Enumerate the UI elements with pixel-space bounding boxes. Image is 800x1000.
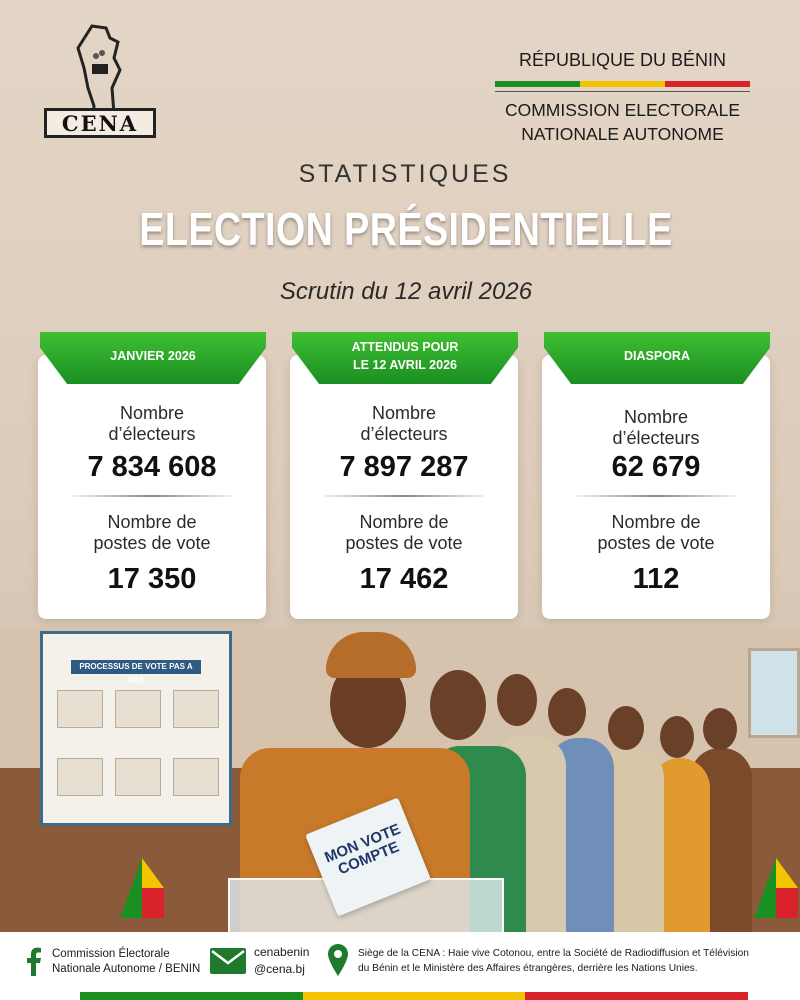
stations-label-line-1: Nombre de bbox=[359, 512, 449, 532]
stat-card-january: Nombre d’électeurs 7 834 608 Nombre de p… bbox=[38, 355, 266, 619]
voter-head bbox=[608, 706, 644, 750]
stat-card-diaspora: Nombre d’électeurs 62 679 Nombre de post… bbox=[542, 355, 770, 619]
voters-label: Nombre d’électeurs bbox=[542, 407, 770, 449]
facebook-icon[interactable] bbox=[26, 946, 42, 976]
voters-label: Nombre d’électeurs bbox=[290, 403, 518, 445]
poster-title: PROCESSUS DE VOTE PAS A PAS bbox=[71, 660, 201, 685]
window bbox=[748, 648, 800, 738]
benin-flag-stripe bbox=[495, 81, 750, 87]
voters-label-line-1: Nombre bbox=[371, 403, 437, 423]
footer: Commission Électorale Nationale Autonome… bbox=[0, 932, 800, 1000]
stations-label: Nombre de postes de vote bbox=[542, 512, 770, 554]
voting-photo: PROCESSUS DE VOTE PAS A PAS MON VOTE COM… bbox=[0, 628, 800, 940]
poster-step bbox=[57, 758, 103, 796]
page-subtitle: Scrutin du 12 avril 2026 bbox=[279, 278, 533, 305]
address-text: Siège de la CENA : Haie vive Cotonou, en… bbox=[358, 946, 798, 976]
stations-value: 112 bbox=[632, 563, 680, 595]
location-pin-icon[interactable] bbox=[328, 944, 348, 976]
voters-label-line-2: d’électeurs bbox=[108, 424, 196, 444]
facebook-label[interactable]: Commission Électorale Nationale Autonome… bbox=[52, 947, 200, 977]
commission-line-2: NATIONALE AUTONOME bbox=[521, 124, 724, 144]
card-divider bbox=[576, 495, 736, 497]
mail-icon[interactable] bbox=[210, 948, 246, 974]
stations-label-line-2: postes de vote bbox=[345, 533, 463, 553]
commission-line-1: COMMISSION ELECTORALE bbox=[504, 100, 740, 120]
address-line-2: du Bénin et le Ministère des Affaires ét… bbox=[358, 963, 698, 974]
section-title: STATISTIQUES bbox=[298, 160, 512, 188]
stat-card-expected: Nombre d’électeurs 7 897 287 Nombre de p… bbox=[290, 355, 518, 619]
stations-label-line-1: Nombre de bbox=[611, 512, 701, 532]
stations-value: 17 462 bbox=[359, 563, 449, 595]
facebook-label-line-1: Commission Électorale bbox=[52, 948, 170, 960]
cena-logo-emblem bbox=[76, 24, 122, 130]
card-divider bbox=[72, 495, 232, 497]
card-divider bbox=[324, 495, 484, 497]
stations-label: Nombre de postes de vote bbox=[38, 512, 266, 554]
voter-head bbox=[430, 670, 486, 740]
voters-value: 7 834 608 bbox=[87, 451, 217, 483]
email-label-line-1: cenabenin bbox=[254, 945, 310, 959]
benin-flag-small bbox=[754, 858, 798, 918]
voters-label-line-1: Nombre bbox=[119, 403, 185, 423]
card-tab-expected: ATTENDUS POUR LE 12 AVRIL 2026 bbox=[292, 332, 518, 384]
voter-head bbox=[660, 716, 694, 758]
head-wrap bbox=[326, 632, 416, 678]
republic-name: RÉPUBLIQUE DU BÉNIN bbox=[518, 50, 727, 70]
page-title: ELECTION PRÉSIDENTIELLE bbox=[139, 203, 673, 255]
commission-name: COMMISSION ELECTORALE NATIONALE AUTONOME bbox=[490, 98, 755, 146]
poster-step bbox=[115, 758, 161, 796]
ballot-text: MON VOTE COMPTE bbox=[322, 821, 409, 882]
voters-label-line-2: d’électeurs bbox=[612, 428, 700, 448]
stations-label: Nombre de postes de vote bbox=[290, 512, 518, 554]
stations-label-line-1: Nombre de bbox=[107, 512, 197, 532]
voters-value: 62 679 bbox=[611, 451, 701, 483]
facebook-label-line-2: Nationale Autonome / BENIN bbox=[52, 963, 201, 975]
poster-step bbox=[57, 690, 103, 728]
cena-logo-text: CENA bbox=[44, 108, 156, 138]
card-tab-january: JANVIER 2026 bbox=[40, 332, 266, 384]
email-label[interactable]: cenabenin @cena.bj bbox=[254, 944, 309, 978]
poster-step bbox=[115, 690, 161, 728]
stations-label-line-2: postes de vote bbox=[597, 533, 715, 553]
voters-value: 7 897 287 bbox=[339, 451, 469, 483]
voters-label-line-2: d’électeurs bbox=[360, 424, 448, 444]
voters-label-line-1: Nombre bbox=[623, 407, 689, 427]
stations-value: 17 350 bbox=[107, 563, 197, 595]
card-tab-line-1: ATTENDUS POUR bbox=[351, 340, 459, 354]
voter-head bbox=[703, 708, 737, 750]
card-tab-diaspora: DIASPORA bbox=[544, 332, 770, 384]
voter-head bbox=[497, 674, 537, 726]
address-line-1: Siège de la CENA : Haie vive Cotonou, en… bbox=[358, 948, 749, 959]
email-label-line-2: @cena.bj bbox=[254, 962, 305, 976]
footer-flag-stripe bbox=[80, 992, 749, 1000]
voter-head bbox=[548, 688, 586, 736]
poster-step bbox=[173, 690, 219, 728]
header-divider bbox=[495, 91, 750, 92]
stations-label-line-2: postes de vote bbox=[93, 533, 211, 553]
voting-process-poster: PROCESSUS DE VOTE PAS A PAS bbox=[40, 631, 232, 826]
voters-label: Nombre d’électeurs bbox=[38, 403, 266, 445]
card-tab-line-2: LE 12 AVRIL 2026 bbox=[353, 358, 457, 372]
benin-flag-small bbox=[120, 858, 164, 918]
poster-step bbox=[173, 758, 219, 796]
